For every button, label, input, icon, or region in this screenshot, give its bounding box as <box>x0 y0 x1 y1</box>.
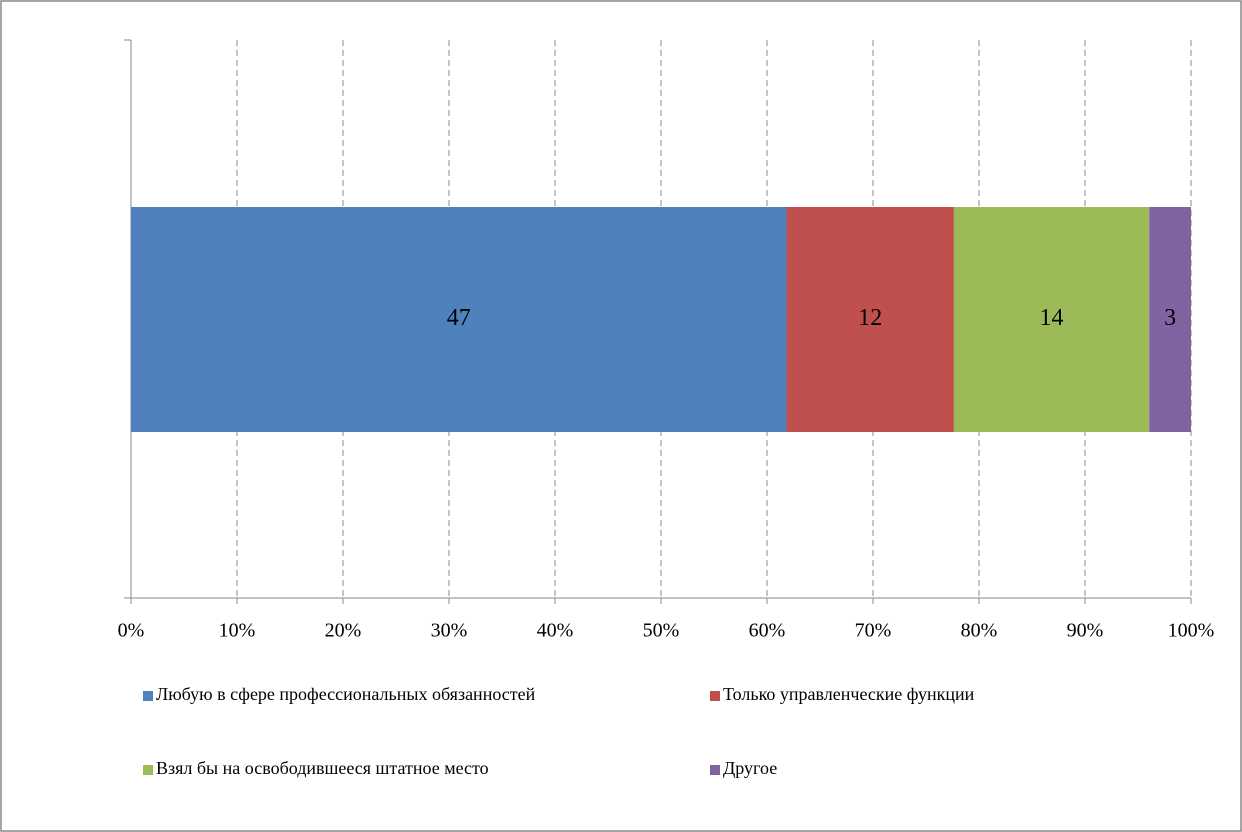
x-tick-label: 100% <box>1168 620 1215 642</box>
legend-label: Любую в сфере профессиональных обязаннос… <box>156 684 536 704</box>
data-label: 12 <box>858 305 882 331</box>
legend-label: Взял бы на освободившееся штатное место <box>156 758 489 778</box>
bar-segment <box>786 207 954 432</box>
legend-swatch <box>143 691 153 701</box>
x-tick-label: 90% <box>1067 620 1104 642</box>
x-tick-label: 40% <box>537 620 574 642</box>
bar-segment <box>1149 207 1191 432</box>
x-tick-label: 80% <box>961 620 998 642</box>
data-label: 3 <box>1164 305 1176 331</box>
data-label: 14 <box>1040 305 1064 331</box>
legend-swatch <box>143 765 153 775</box>
legend-label: Другое <box>723 758 777 778</box>
x-tick-label: 20% <box>325 620 362 642</box>
data-label: 47 <box>447 305 471 331</box>
x-tick-label: 30% <box>431 620 468 642</box>
x-tick-label: 50% <box>643 620 680 642</box>
bar-segment <box>131 207 787 432</box>
legend-label: Только управленческие функции <box>723 684 975 704</box>
x-tick-label: 10% <box>219 620 256 642</box>
x-tick-label: 0% <box>118 620 145 642</box>
legend-swatch <box>710 765 720 775</box>
bar-segment <box>953 207 1150 432</box>
x-tick-label: 60% <box>749 620 786 642</box>
legend-swatch <box>710 691 720 701</box>
x-tick-label: 70% <box>855 620 892 642</box>
